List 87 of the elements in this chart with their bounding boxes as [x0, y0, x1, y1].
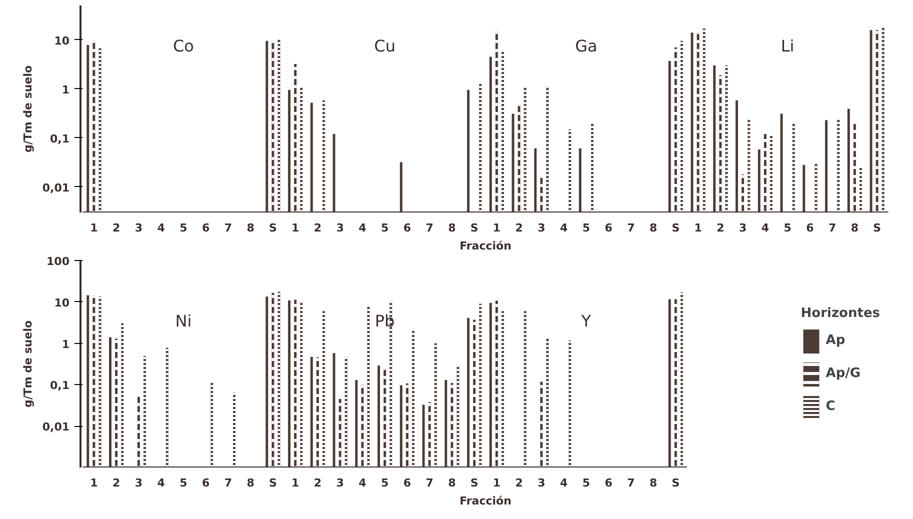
x-tick-label: 5 [582, 222, 590, 234]
x-tick-label: 1 [492, 222, 501, 234]
x-tick-label: 1 [90, 222, 98, 234]
x-tick-label: 6 [403, 222, 412, 234]
x-tick-label: 5 [784, 222, 792, 234]
x-tick-label: S [672, 476, 680, 490]
x-tick-label: 2 [314, 222, 322, 234]
x-tick-label: S [873, 222, 882, 234]
y-tick-label: 1 [62, 83, 70, 96]
x-tick-label: 4 [560, 222, 568, 234]
x-tick-label: S [268, 222, 277, 234]
x-tick-label: 7 [224, 476, 232, 490]
y-axis-title: g/Tm de suelo [21, 65, 34, 153]
x-tick-label: 4 [358, 476, 367, 490]
x-tick-label: 6 [806, 222, 814, 234]
x-tick-label: S [268, 476, 277, 490]
x-tick-label: 7 [828, 222, 836, 234]
x-tick-label: 4 [358, 222, 367, 234]
x-tick-label: 1 [291, 476, 300, 490]
x-tick-label: 5 [582, 476, 590, 490]
y-tick-label: 0,01 [42, 181, 70, 194]
x-tick-label: 8 [649, 222, 658, 234]
x-tick-label: 6 [202, 222, 210, 234]
x-tick-label: 6 [202, 476, 210, 490]
x-tick-label: 5 [180, 222, 188, 234]
x-tick-label: 1 [492, 476, 501, 490]
x-tick-label: 8 [448, 222, 456, 234]
x-tick-label: 8 [448, 476, 456, 490]
x-tick-label: 2 [112, 222, 120, 234]
x-tick-label: 5 [180, 476, 188, 490]
x-tick-label: 2 [716, 222, 724, 234]
annotation: Ni [175, 312, 192, 330]
x-tick-label: 4 [157, 476, 166, 490]
x-tick-label: 2 [314, 476, 322, 490]
annotation: Y [580, 312, 592, 330]
annotation: Li [780, 36, 794, 56]
x-axis-title: Fracción [460, 494, 512, 508]
x-tick-label: 2 [515, 222, 523, 234]
x-tick-label: 1 [291, 222, 300, 234]
x-tick-label: 4 [157, 222, 166, 234]
x-tick-label: 3 [134, 476, 143, 490]
legend-label: Ap [826, 333, 846, 348]
y-tick-label: 100 [46, 255, 70, 268]
x-tick-label: 3 [336, 476, 344, 490]
legend-label: C [826, 399, 836, 414]
x-tick-label: 3 [134, 222, 143, 234]
x-tick-label: 3 [538, 476, 546, 490]
x-tick-label: 4 [761, 222, 770, 234]
annotation: Co [172, 36, 194, 56]
x-tick-label: S [470, 476, 478, 490]
x-tick-label: 7 [627, 222, 635, 234]
x-tick-label: 6 [604, 222, 613, 234]
y-tick-label: 0,01 [42, 420, 70, 434]
x-tick-label: 5 [380, 476, 389, 490]
legend-title: Horizontes [800, 306, 880, 320]
x-tick-label: S [672, 222, 680, 234]
x-tick-label: 2 [515, 476, 523, 490]
x-tick-label: 7 [426, 222, 434, 234]
x-tick-label: 3 [538, 222, 546, 234]
x-tick-label: 8 [246, 476, 254, 490]
x-tick-label: S [470, 222, 478, 234]
x-tick-label: 1 [694, 222, 702, 234]
annotation: Cu [374, 36, 396, 56]
y-tick-label: 1 [62, 338, 70, 351]
annotation: Ga [575, 36, 598, 56]
y-axis-title: g/Tm de suelo [21, 320, 34, 408]
x-tick-label: 4 [560, 476, 568, 490]
x-tick-label: 3 [738, 222, 747, 234]
x-tick-label: 5 [380, 222, 389, 234]
x-tick-label: 6 [604, 476, 613, 490]
x-tick-label: 8 [649, 476, 658, 490]
x-tick-label: 8 [850, 222, 859, 234]
legend-label: Ap/G [826, 366, 861, 381]
x-tick-label: 7 [426, 476, 434, 490]
y-tick-label: 10 [54, 34, 70, 48]
x-tick-label: 2 [112, 476, 120, 490]
y-tick-label: 0,1 [50, 379, 70, 392]
y-tick-label: 0,1 [50, 132, 70, 146]
x-tick-label: 7 [627, 476, 635, 490]
x-tick-label: 8 [246, 222, 254, 234]
x-axis-title: Fracción [460, 240, 512, 252]
x-tick-label: 1 [90, 476, 98, 490]
x-tick-label: 6 [403, 476, 412, 490]
annotation: Pb [374, 312, 395, 330]
x-tick-label: 3 [336, 222, 344, 234]
x-tick-label: 7 [224, 222, 232, 234]
y-tick-label: 10 [54, 296, 70, 310]
